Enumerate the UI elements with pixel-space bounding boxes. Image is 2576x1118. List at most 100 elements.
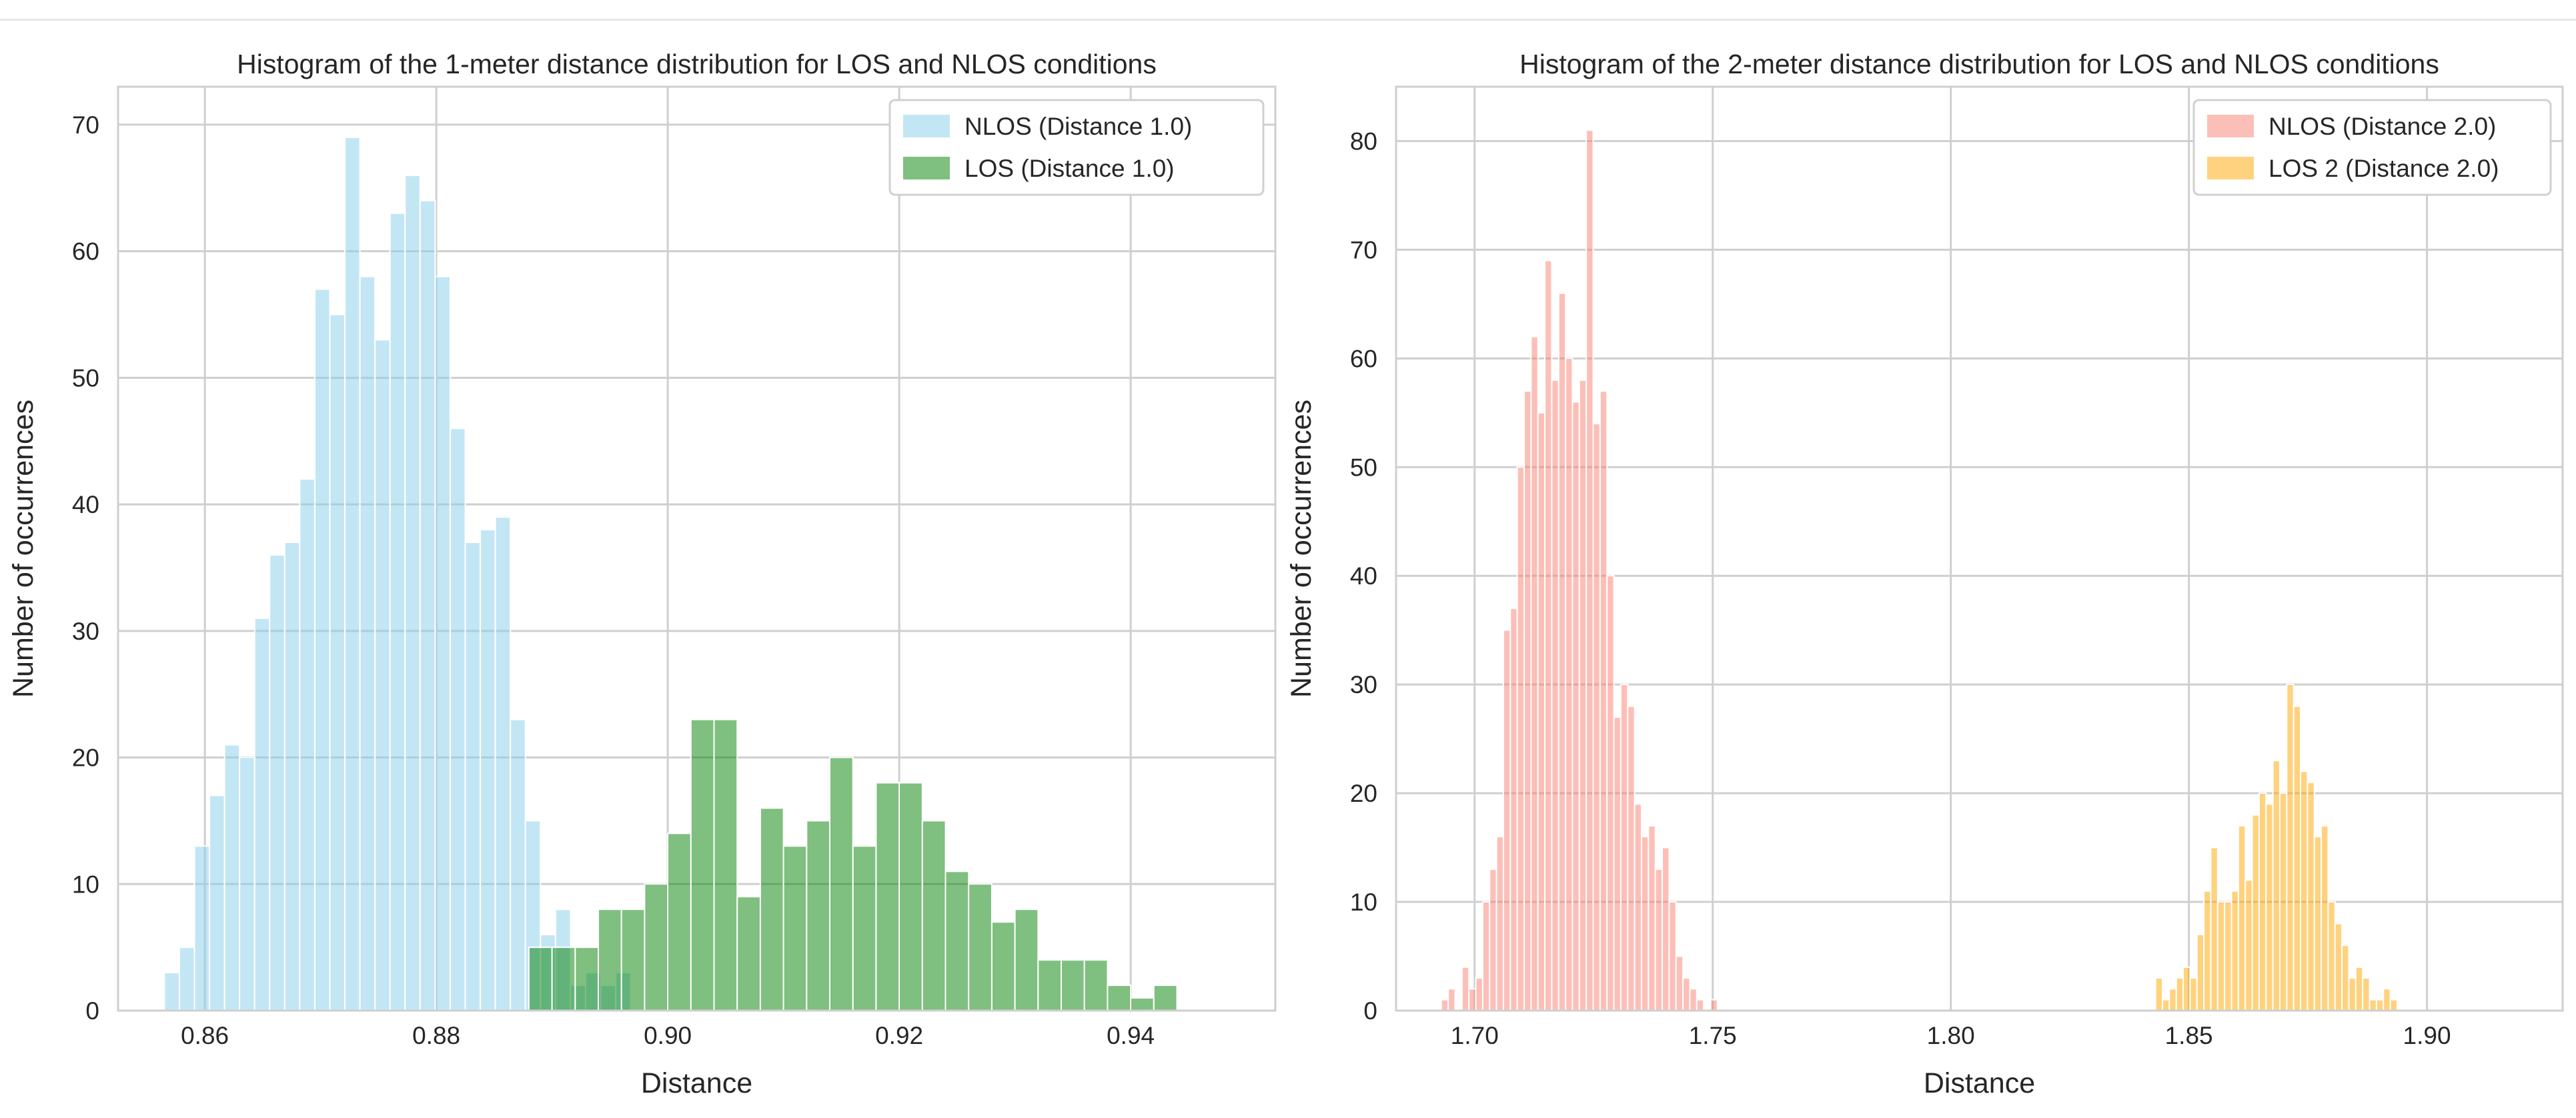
histogram-bar-nlos <box>1641 836 1650 1011</box>
histogram-bar-nlos <box>163 972 180 1011</box>
histogram-bar-nlos <box>1578 379 1587 1011</box>
histogram-bar-los <box>2216 901 2226 1012</box>
x-tick-label: 1.70 <box>1451 1022 1499 1049</box>
y-tick-label: 60 <box>72 238 99 265</box>
histogram-bar-nlos <box>1654 869 1664 1012</box>
chart-title: Histogram of the 2-meter distance distri… <box>1519 49 2439 79</box>
histogram-bar-los <box>1130 997 1155 1011</box>
histogram-bar-los <box>806 820 831 1012</box>
histogram-bar-nlos <box>1447 988 1456 1011</box>
histogram-bar-nlos <box>1565 358 1573 1011</box>
legend-swatch-nlos <box>2207 115 2254 137</box>
histogram-bar-nlos <box>1523 390 1532 1011</box>
histogram-bar-los <box>1014 909 1039 1012</box>
histogram-bar-nlos <box>419 199 436 1011</box>
histogram-bar-nlos <box>1668 901 1677 1012</box>
histogram-bar-nlos <box>193 845 211 1012</box>
histogram-bar-nlos <box>299 478 315 1011</box>
histogram-bar-nlos <box>1696 999 1705 1012</box>
x-tick-label: 0.92 <box>875 1022 923 1049</box>
y-axis-label: Number of occurrences <box>1285 400 1317 698</box>
histogram-bar-nlos <box>1662 847 1670 1012</box>
histogram-bar-los <box>2230 890 2239 1011</box>
histogram-bar-los <box>898 782 923 1011</box>
chart-1m: 0.86 0.88 0.90 0.92 0.94 0 10 20 30 40 50 60 70 Hist… <box>7 49 1277 1099</box>
plot-frame <box>1395 85 2564 1012</box>
y-tick-label: 50 <box>72 364 99 392</box>
histogram-bar-nlos <box>1606 575 1615 1011</box>
x-tick-label: 0.90 <box>644 1022 692 1049</box>
histogram-bar-nlos <box>1689 988 1698 1011</box>
histogram-bar-los <box>2293 705 2302 1011</box>
histogram-bar-nlos <box>464 542 482 1011</box>
plot-frame <box>117 85 1277 1012</box>
histogram-bar-los <box>644 883 669 1011</box>
histogram-bar-los <box>921 820 946 1012</box>
histogram-bar-los <box>875 782 900 1011</box>
histogram-bar-nlos <box>1530 336 1539 1011</box>
histogram-bar-nlos <box>1634 803 1643 1011</box>
histogram-bar-los <box>2210 847 2218 1012</box>
histogram-bar-nlos <box>449 428 466 1011</box>
legend-label-los: LOS (Distance 1.0) <box>964 155 1175 182</box>
histogram-bar-los <box>2313 836 2323 1011</box>
legend: NLOS (Distance 2.0) LOS 2 (Distance 2.0) <box>2192 99 2552 196</box>
histogram-bar-los <box>2203 890 2212 1011</box>
histogram-bar-los <box>2224 901 2232 1012</box>
histogram-bar-los <box>2189 977 2198 1012</box>
chart-title: Histogram of the 1-meter distance distri… <box>237 49 1157 79</box>
top-divider <box>0 19 2576 21</box>
histogram-bar-los <box>2279 792 2288 1012</box>
legend-swatch-los <box>903 157 950 179</box>
histogram-bar-nlos <box>269 554 285 1011</box>
histogram-bar-nlos <box>404 174 421 1011</box>
histogram-bar-los <box>2265 803 2274 1011</box>
legend-label-nlos: NLOS (Distance 2.0) <box>2269 113 2496 140</box>
histogram-bar-los <box>2348 977 2357 1012</box>
y-tick-label: 30 <box>72 618 99 645</box>
histogram-bar-los <box>713 718 738 1011</box>
histogram-bar-nlos <box>223 744 241 1011</box>
histogram-bar-nlos <box>1571 401 1580 1011</box>
histogram-bar-los <box>782 845 808 1012</box>
chart-2m: 1.70 1.75 1.80 1.85 1.90 0 10 20 30 40 50 60 70 80 Hi… <box>1285 49 2564 1099</box>
histogram-bar-nlos <box>1675 955 1684 1012</box>
y-tick-label: 70 <box>72 111 99 139</box>
y-tick-label: 0 <box>85 997 99 1025</box>
y-tick-label: 0 <box>1363 997 1377 1025</box>
y-tick-label: 60 <box>1350 345 1377 372</box>
histogram-bar-nlos <box>510 718 526 1011</box>
histogram-bar-nlos <box>1461 966 1470 1011</box>
x-axis-label: Distance <box>641 1067 752 1099</box>
x-tick-label: 1.90 <box>2403 1022 2451 1049</box>
histogram-bar-los <box>991 921 1016 1011</box>
histogram-bar-los <box>2161 999 2170 1012</box>
histogram-bar-nlos <box>1509 608 1518 1011</box>
histogram-bar-los <box>852 845 877 1012</box>
histogram-bar-los <box>551 947 576 1011</box>
histogram-bar-los <box>2300 770 2309 1011</box>
histogram-bar-los <box>2251 814 2260 1012</box>
histogram-bar-nlos <box>434 275 451 1012</box>
histogram-bar-los <box>2286 684 2295 1012</box>
histogram-bar-los <box>2341 945 2350 1012</box>
y-tick-label: 20 <box>72 744 99 772</box>
histogram-bar-nlos <box>359 275 376 1012</box>
histogram-bar-nlos <box>1481 901 1491 1012</box>
histogram-bar-nlos <box>1627 705 1636 1011</box>
histogram-bar-nlos <box>1475 977 1483 1012</box>
histogram-bar-los <box>2334 923 2343 1012</box>
x-tick-label: 1.80 <box>1927 1022 1975 1049</box>
x-tick-label: 0.86 <box>181 1022 229 1049</box>
histogram-bar-nlos <box>329 314 346 1011</box>
histogram-bar-nlos <box>1489 869 1497 1012</box>
histogram-bar-nlos <box>1537 412 1546 1011</box>
histogram-bar-nlos <box>344 136 361 1012</box>
histogram-bar-nlos <box>1495 836 1504 1011</box>
y-tick-label: 30 <box>1350 671 1377 698</box>
histogram-bar-los <box>2182 966 2191 1011</box>
legend-label-nlos: NLOS (Distance 1.0) <box>964 113 1192 140</box>
histogram-bar-los <box>2154 977 2163 1012</box>
histogram-bar-los <box>2258 792 2267 1012</box>
